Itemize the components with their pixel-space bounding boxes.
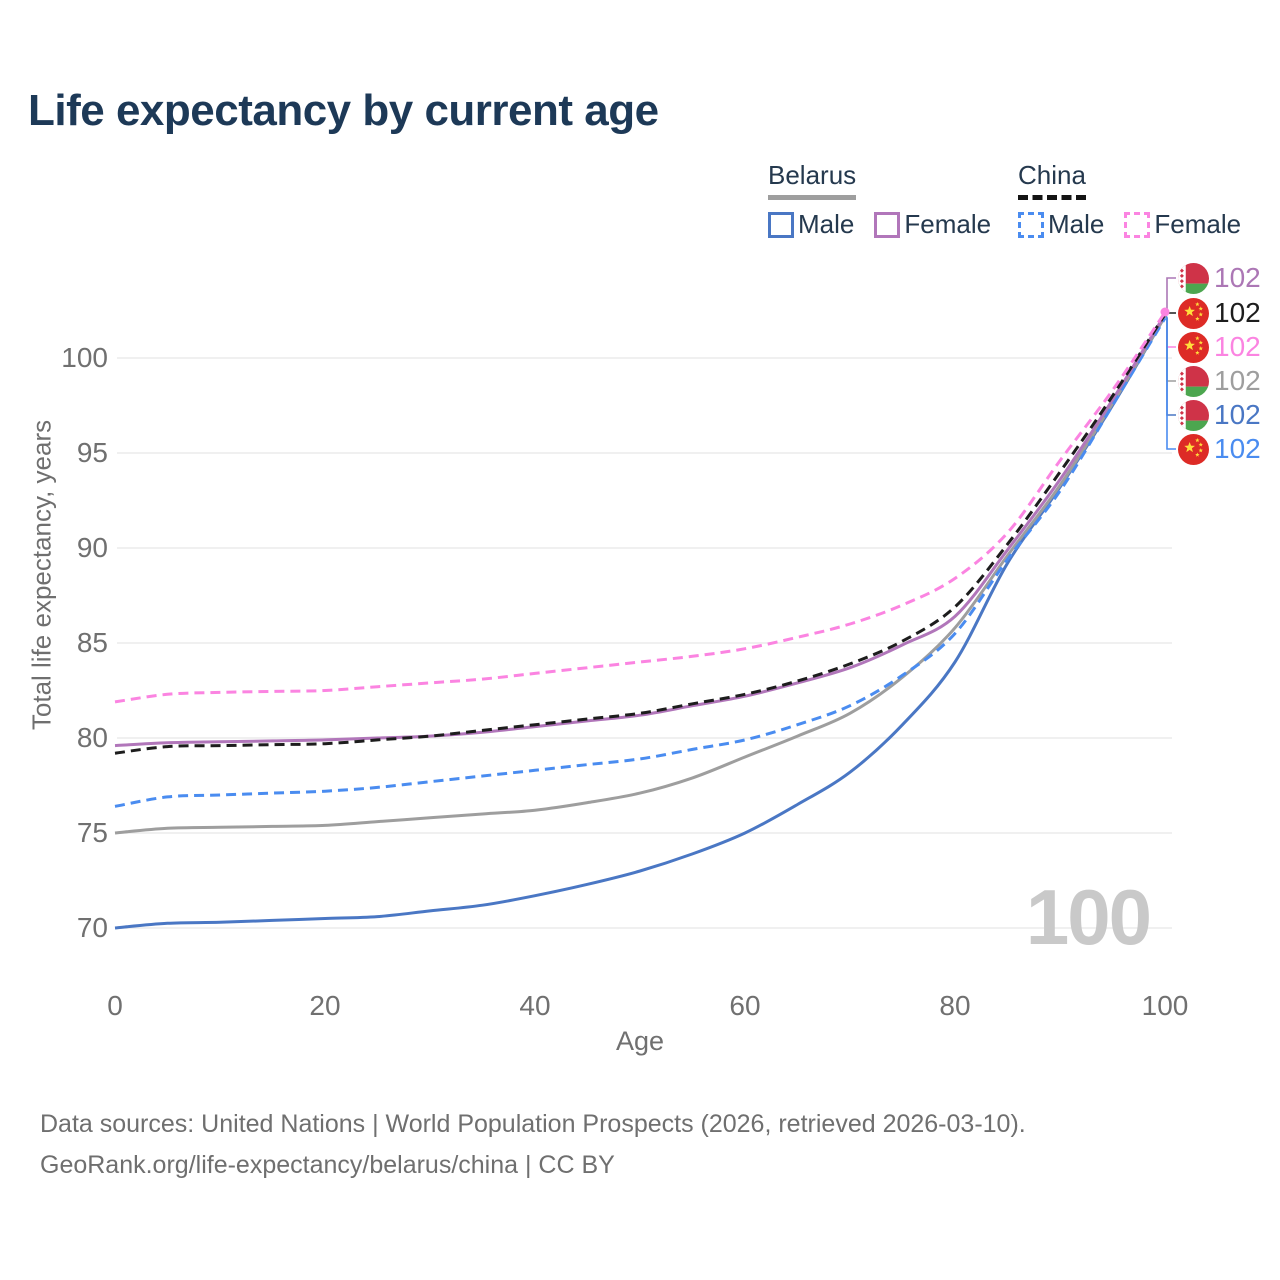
end-value-label: 102 [1214,262,1261,293]
x-tick-label-0: 0 [107,990,123,1021]
series-china-total-line[interactable] [114,313,1167,755]
x-tick-label-100: 100 [1141,990,1189,1021]
y-tick-label-90: 90 [76,532,108,563]
series-belarus-female-line[interactable] [114,313,1167,748]
legend-label-china-female: Female [1154,209,1242,239]
end-value-label: 102 [1214,331,1261,362]
legend-header-belarus[interactable]: Belarus [768,160,857,200]
series-china-male-line[interactable] [114,317,1167,808]
end-label-row-china-total: 102 [1178,297,1261,329]
china-flag-icon [1178,331,1209,363]
legend-label-belarus-male: Male [798,209,855,239]
end-label-row-belarus-male: 102 [1178,399,1261,431]
y-tick-label-85: 85 [76,627,108,658]
footer-attribution: GeoRank.org/life-expectancy/belarus/chin… [40,1151,615,1179]
china-male-swatch-icon [1018,211,1044,238]
x-tick-label-20: 20 [309,990,341,1021]
legend-item-belarus-male[interactable]: Male [768,209,854,240]
china-flag-icon [1178,297,1209,329]
legend-row-china: Male Female [1018,209,1241,240]
series-china-female-line[interactable] [114,311,1167,704]
legend-item-china-female[interactable]: Female [1124,209,1241,240]
chart-footer: Data sources: United Nations | World Pop… [40,1104,1026,1186]
end-label-row-china-male: 102 [1178,433,1261,465]
belarus-flag-icon [1178,399,1209,431]
end-label-row-belarus-female: 102 [1178,262,1261,294]
x-tick-label-40: 40 [519,990,551,1021]
belarus-male-swatch-icon [768,211,794,238]
page-title: Life expectancy by current age [28,86,659,135]
end-value-label: 102 [1214,433,1261,464]
end-value-label: 102 [1214,399,1261,430]
legend-label-belarus-female: Female [904,209,992,239]
legend-header-china[interactable]: China [1018,160,1086,200]
x-axis-title: Age [615,1026,665,1056]
legend-group-china: China Male Female [1018,160,1241,240]
series-belarus-male-line[interactable] [114,315,1167,930]
end-value-label: 102 [1214,365,1261,396]
end-label-row-belarus-total: 102 [1178,365,1261,397]
legend-label-china-male: Male [1048,209,1105,239]
belarus-female-swatch-icon [874,211,901,238]
legend-group-belarus: Belarus Male Female [768,160,991,240]
y-tick-label-100: 100 [61,342,108,373]
china-female-swatch-icon [1124,211,1151,238]
y-tick-label-80: 80 [76,722,108,753]
legend-row-belarus: Male Female [768,209,991,240]
china-flag-icon [1178,433,1209,465]
belarus-flag-icon [1178,262,1209,294]
end-label-row-china-female: 102 [1178,331,1261,363]
y-tick-label-70: 70 [76,912,108,943]
end-value-label: 102 [1214,297,1261,328]
series-belarus-total-line[interactable] [114,315,1167,835]
belarus-flag-icon [1178,365,1209,397]
x-tick-label-80: 80 [939,990,971,1021]
y-tick-label-95: 95 [76,437,108,468]
age-watermark: 100 [1025,873,1152,961]
legend-item-china-male[interactable]: Male [1018,209,1104,240]
y-tick-label-75: 75 [76,817,108,848]
endpoint-marker [1160,307,1170,317]
x-tick-label-60: 60 [729,990,761,1021]
footer-datasource: Data sources: United Nations | World Pop… [40,1110,1026,1138]
legend-item-belarus-female[interactable]: Female [874,209,991,240]
